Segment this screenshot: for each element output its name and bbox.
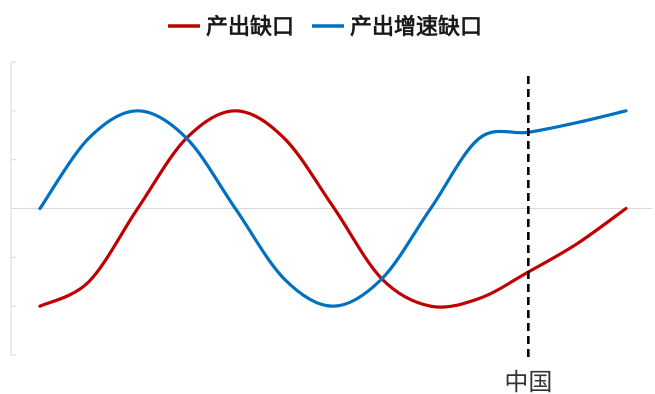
legend-label-output-gap: 产出缺口 — [206, 14, 294, 40]
annotation-label-china: 中国 — [504, 368, 552, 394]
plot-area — [38, 109, 628, 309]
legend: 产出缺口 产出增速缺口 — [168, 14, 482, 40]
legend-label-growth-gap: 产出增速缺口 — [350, 14, 482, 40]
annotations: 中国 — [504, 76, 552, 394]
y-axis — [10, 61, 652, 356]
series-line-growth-gap — [38, 109, 628, 308]
series-line-output-gap — [38, 109, 628, 309]
